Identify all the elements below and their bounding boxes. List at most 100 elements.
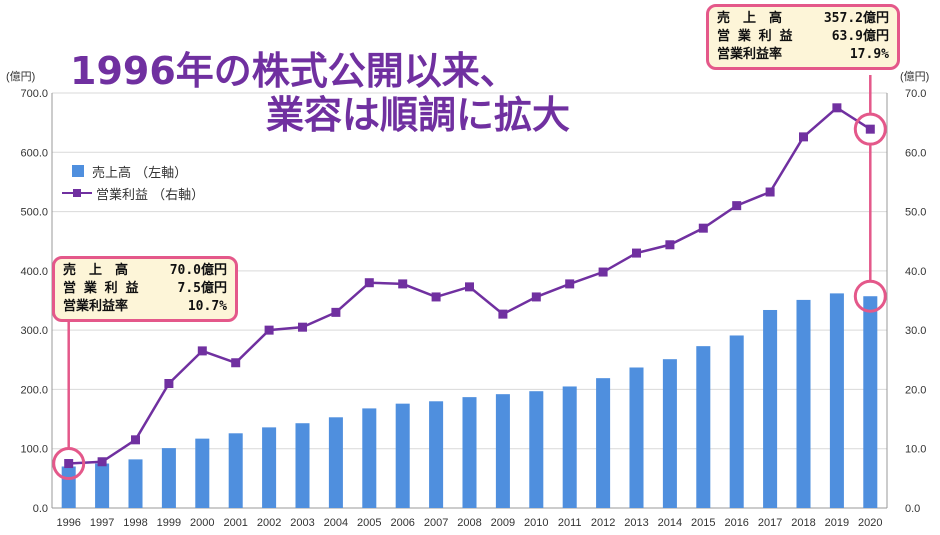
callout-label: 営 業 利 益: [717, 29, 793, 44]
right-tick-label: 50.0: [905, 207, 926, 219]
x-tick-label: 2009: [491, 517, 515, 529]
legend: 売上高 （左軸） 営業利益 （右軸）: [62, 160, 204, 204]
sales-bar: [462, 397, 477, 508]
callout-connectors: [52, 75, 887, 481]
left-tick-label: 400.0: [20, 266, 48, 278]
sales-bar: [295, 423, 310, 508]
callout-value: 17.9%: [849, 47, 889, 62]
x-tick-label: 2015: [691, 517, 715, 529]
op-profit-marker: [698, 223, 708, 233]
left-tick-label: 300.0: [20, 325, 48, 337]
op-profit-marker: [799, 132, 808, 142]
left-tick-label: 600.0: [20, 147, 48, 159]
op-profit-marker: [765, 187, 775, 197]
x-tick-label: 2012: [591, 517, 615, 529]
op-profit-marker: [164, 379, 174, 388]
op-profit-marker: [431, 292, 441, 302]
right-tick-label: 40.0: [905, 266, 926, 278]
callout-label: 営業利益率: [63, 299, 129, 314]
sales-bar: [596, 378, 611, 508]
left-tick-label: 0.0: [33, 503, 48, 515]
sales-bar: [829, 293, 844, 508]
legend-swatch-bar: [72, 165, 84, 177]
x-tick-label: 2000: [190, 517, 214, 529]
left-tick-label: 100.0: [20, 444, 48, 456]
sales-bar: [429, 401, 444, 508]
callout-label: 営 業 利 益: [63, 281, 139, 296]
op-profit-line: [64, 103, 875, 469]
left-axis-unit: (億円): [6, 71, 36, 83]
callout-1996-row: 営 業 利 益 7.5億円: [63, 280, 227, 298]
callout-value: 63.9億円: [831, 29, 889, 44]
x-tick-label: 2014: [658, 517, 682, 529]
x-tick-label: 2019: [825, 517, 849, 529]
op-profit-marker: [531, 292, 541, 302]
legend-label-op-profit: 営業利益 （右軸）: [96, 187, 205, 203]
left-tick-label: 500.0: [20, 207, 48, 219]
x-tick-label: 2017: [758, 517, 782, 529]
right-axis-unit: (億円): [900, 71, 930, 83]
op-profit-marker: [331, 307, 341, 317]
left-tick-label: 200.0: [20, 384, 48, 396]
legend-item-sales: 売上高 （左軸）: [62, 160, 204, 182]
x-tick-label: 2003: [290, 517, 314, 529]
op-profit-marker: [632, 248, 641, 258]
op-profit-marker: [665, 240, 675, 250]
callout-label: 営業利益率: [717, 47, 783, 62]
op-profit-marker: [498, 309, 508, 319]
op-profit-marker: [465, 282, 474, 292]
callout-2020-row: 営業利益率 17.9%: [717, 46, 889, 64]
x-tick-label: 2018: [791, 517, 815, 529]
callout-2020-row: 営 業 利 益 63.9億円: [717, 28, 889, 46]
x-tick-label: 2007: [424, 517, 448, 529]
x-tick-label: 2004: [324, 517, 348, 529]
x-tick-label: 1999: [157, 517, 181, 529]
op-profit-marker: [732, 201, 742, 211]
callout-value: 10.7%: [187, 299, 227, 314]
sales-bar: [161, 448, 176, 508]
sales-bar: [328, 417, 343, 508]
sales-bar: [863, 296, 878, 508]
op-profit-marker: [865, 124, 875, 134]
x-tick-label: 1998: [123, 517, 147, 529]
legend-item-op-profit: 営業利益 （右軸）: [62, 182, 204, 204]
callout-1996-row: 売 上 高 70.0億円: [63, 262, 227, 280]
op-profit-marker: [298, 322, 307, 332]
callout-value: 7.5億円: [177, 281, 227, 296]
sales-bar: [629, 367, 644, 508]
callout-1996: 売 上 高 70.0億円 営 業 利 益 7.5億円 営業利益率 10.7%: [52, 256, 238, 322]
op-profit-marker: [64, 459, 74, 469]
sales-bar: [395, 403, 410, 508]
callout-2020-row: 売 上 高 357.2億円: [717, 10, 889, 28]
x-tick-label: 2002: [257, 517, 281, 529]
sales-bar: [228, 433, 243, 508]
op-profit-marker: [131, 435, 140, 445]
callout-value: 357.2億円: [823, 11, 889, 26]
headline-line-1: 1996年の株式公開以来、: [70, 49, 518, 93]
op-profit-marker: [364, 278, 374, 288]
x-tick-label: 2013: [624, 517, 648, 529]
sales-bar: [696, 346, 711, 508]
legend-label-sales: 売上高 （左軸）: [92, 165, 188, 181]
x-tick-label: 2011: [558, 517, 582, 529]
sales-bar: [195, 438, 210, 508]
right-tick-label: 30.0: [905, 325, 926, 337]
right-tick-label: 0.0: [905, 503, 920, 515]
x-tick-label: 2001: [223, 517, 247, 529]
sales-bar: [796, 299, 811, 508]
sales-bar: [529, 391, 544, 508]
sales-bar: [662, 359, 677, 508]
x-tick-label: 2020: [858, 517, 882, 529]
sales-bar: [362, 408, 377, 508]
sales-bars: [61, 293, 878, 508]
callout-2020: 売 上 高 357.2億円 営 業 利 益 63.9億円 営業利益率 17.9%: [706, 4, 900, 70]
right-tick-label: 70.0: [905, 88, 926, 100]
right-tick-label: 10.0: [905, 444, 926, 456]
op-profit-marker: [832, 103, 842, 113]
x-tick-label: 2016: [724, 517, 748, 529]
sales-bar: [763, 309, 778, 508]
callout-1996-row: 営業利益率 10.7%: [63, 298, 227, 316]
right-tick-label: 60.0: [905, 147, 926, 159]
x-tick-label: 2008: [457, 517, 481, 529]
legend-swatch-line: [62, 187, 92, 199]
